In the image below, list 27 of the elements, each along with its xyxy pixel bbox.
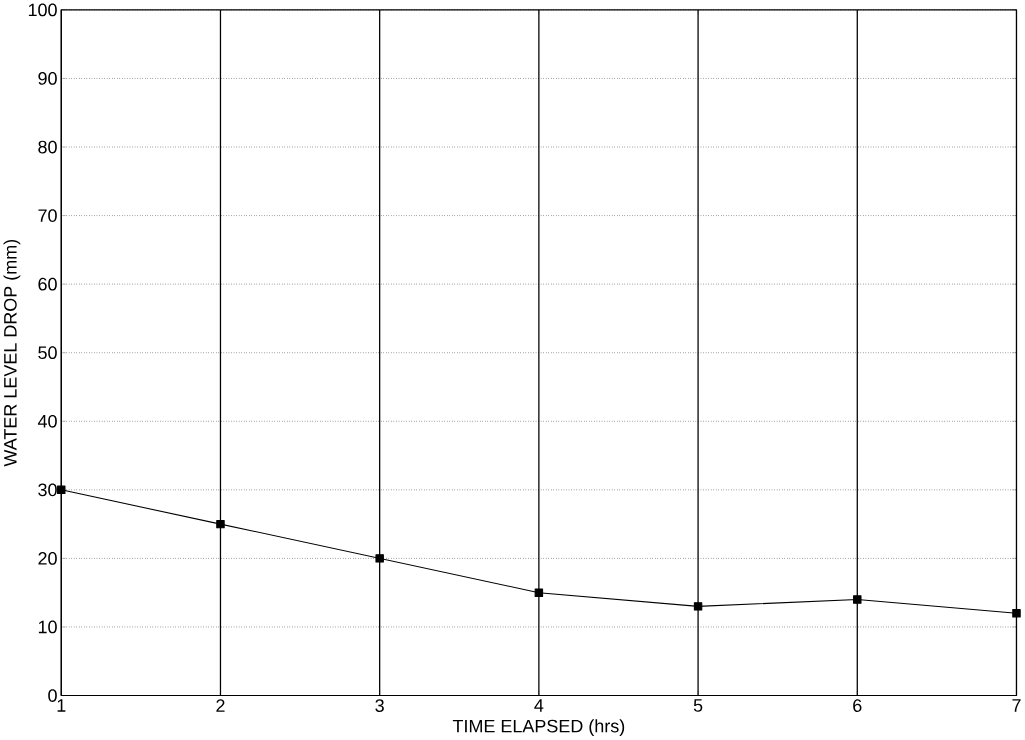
point xyxy=(375,554,384,563)
x-tick-label: 6 xyxy=(853,699,862,713)
point xyxy=(1012,609,1021,618)
y-tick-label: 90 xyxy=(38,72,57,86)
point xyxy=(693,602,703,611)
x-tick-label: 3 xyxy=(375,699,384,713)
point xyxy=(853,595,862,604)
y-tick-label: 20 xyxy=(38,552,57,565)
x-tick-label: 4 xyxy=(534,699,544,712)
y-tick-label: 10 xyxy=(38,620,57,634)
x-tick-label: 5 xyxy=(693,699,703,713)
y-tick-label: 80 xyxy=(38,140,57,154)
x-tick-label: 2 xyxy=(216,699,225,713)
y-tick-label: 50 xyxy=(38,346,57,360)
x-tick-label: 1 xyxy=(57,699,66,712)
y-tick-label: 70 xyxy=(38,209,57,223)
y-tick-label: 0 xyxy=(48,689,57,703)
y-tick-label: 30 xyxy=(38,483,57,497)
point xyxy=(57,485,66,495)
point xyxy=(534,588,544,598)
x-axis-title: TIME ELAPSED (hrs) xyxy=(452,719,625,737)
point xyxy=(216,520,225,529)
y-tick-label: 100 xyxy=(28,3,57,17)
y-tick-label: 60 xyxy=(38,278,57,291)
y-tick-label: 40 xyxy=(37,415,57,428)
y-axis-title: WATER LEVEL DROP (mm) xyxy=(3,240,21,467)
x-tick-label: 7 xyxy=(1012,699,1021,712)
